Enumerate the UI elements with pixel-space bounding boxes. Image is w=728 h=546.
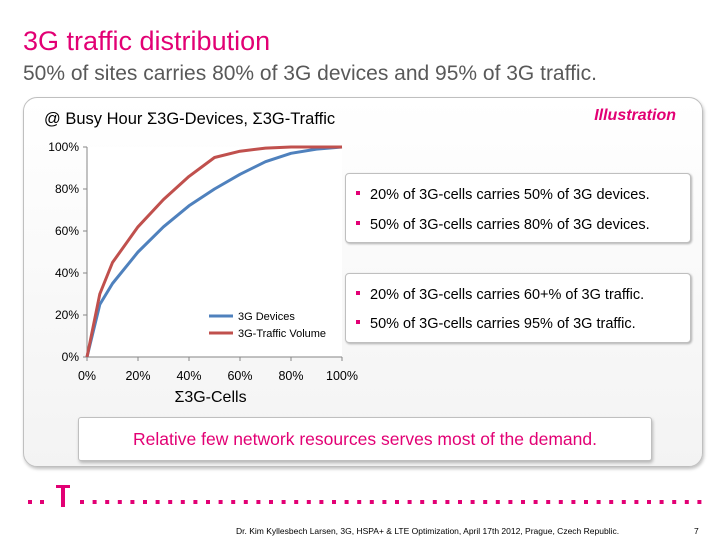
y-tick-label: 40% (55, 266, 79, 280)
device-stat-50-text: 50% of 3G-cells carries 80% of 3G device… (370, 217, 650, 233)
traffic-stat-50-text: 50% of 3G-cells carries 95% of 3G traffi… (370, 316, 636, 332)
x-axis-label: Σ3G-Cells (174, 389, 246, 406)
y-tick-label: 100% (48, 140, 79, 154)
y-tick-label: 20% (55, 308, 79, 322)
x-tick-label: 40% (176, 369, 201, 383)
illustration-label: Illustration (594, 107, 676, 124)
traffic-stat-20: 20% of 3G-cells carries 60+% of 3G traff… (356, 287, 644, 303)
page-number: 7 (694, 526, 699, 536)
footer-credit: Dr. Kim Kyllesbech Larsen, 3G, HSPA+ & L… (236, 526, 620, 536)
bullet-icon (356, 291, 360, 296)
telekom-logo (56, 485, 70, 507)
device-stat-20-text: 20% of 3G-cells carries 50% of 3G device… (370, 187, 650, 203)
slide-title: 3G traffic distribution (23, 26, 271, 56)
x-tick-label: 60% (227, 369, 252, 383)
legend-label: 3G-Traffic Volume (238, 328, 326, 340)
slide-subtitle: 50% of sites carries 80% of 3G devices a… (23, 62, 597, 85)
device-stats-box: 20% of 3G-cells carries 50% of 3G device… (345, 173, 691, 243)
device-stat-50: 50% of 3G-cells carries 80% of 3G device… (356, 217, 650, 233)
x-tick-label: 20% (125, 369, 150, 383)
device-stat-20: 20% of 3G-cells carries 50% of 3G device… (356, 187, 650, 203)
y-tick-label: 0% (62, 350, 80, 364)
series-line-devices (85, 145, 343, 358)
legend-label: 3G Devices (238, 311, 295, 323)
x-tick-label: 100% (326, 369, 358, 383)
plot-area (87, 147, 342, 357)
traffic-stats-box: 20% of 3G-cells carries 60+% of 3G traff… (345, 273, 691, 343)
bullet-icon (356, 221, 360, 226)
traffic-stat-20-text: 20% of 3G-cells carries 60+% of 3G traff… (370, 287, 645, 303)
y-tick-label: 60% (55, 224, 79, 238)
bullet-icon (356, 320, 360, 325)
x-tick-label: 80% (278, 369, 303, 383)
bullet-icon (356, 191, 360, 196)
cumulative-distribution-chart: 0% 20% 40% 60% 80% 100% 0% 20% 40% 60% 80% 100% Σ3G-… (48, 140, 358, 406)
conclusion-banner: Relative few network resources serves mo… (78, 417, 652, 461)
series-line-traffic (85, 145, 342, 358)
x-tick-label: 0% (78, 369, 96, 383)
traffic-stat-50: 50% of 3G-cells carries 95% of 3G traffi… (356, 316, 636, 332)
y-tick-label: 80% (55, 182, 79, 196)
footer-dots (28, 500, 702, 504)
panel-heading: @ Busy Hour Σ3G-Devices, Σ3G-Traffic (44, 110, 336, 128)
footer-dotted-bar (28, 485, 702, 507)
